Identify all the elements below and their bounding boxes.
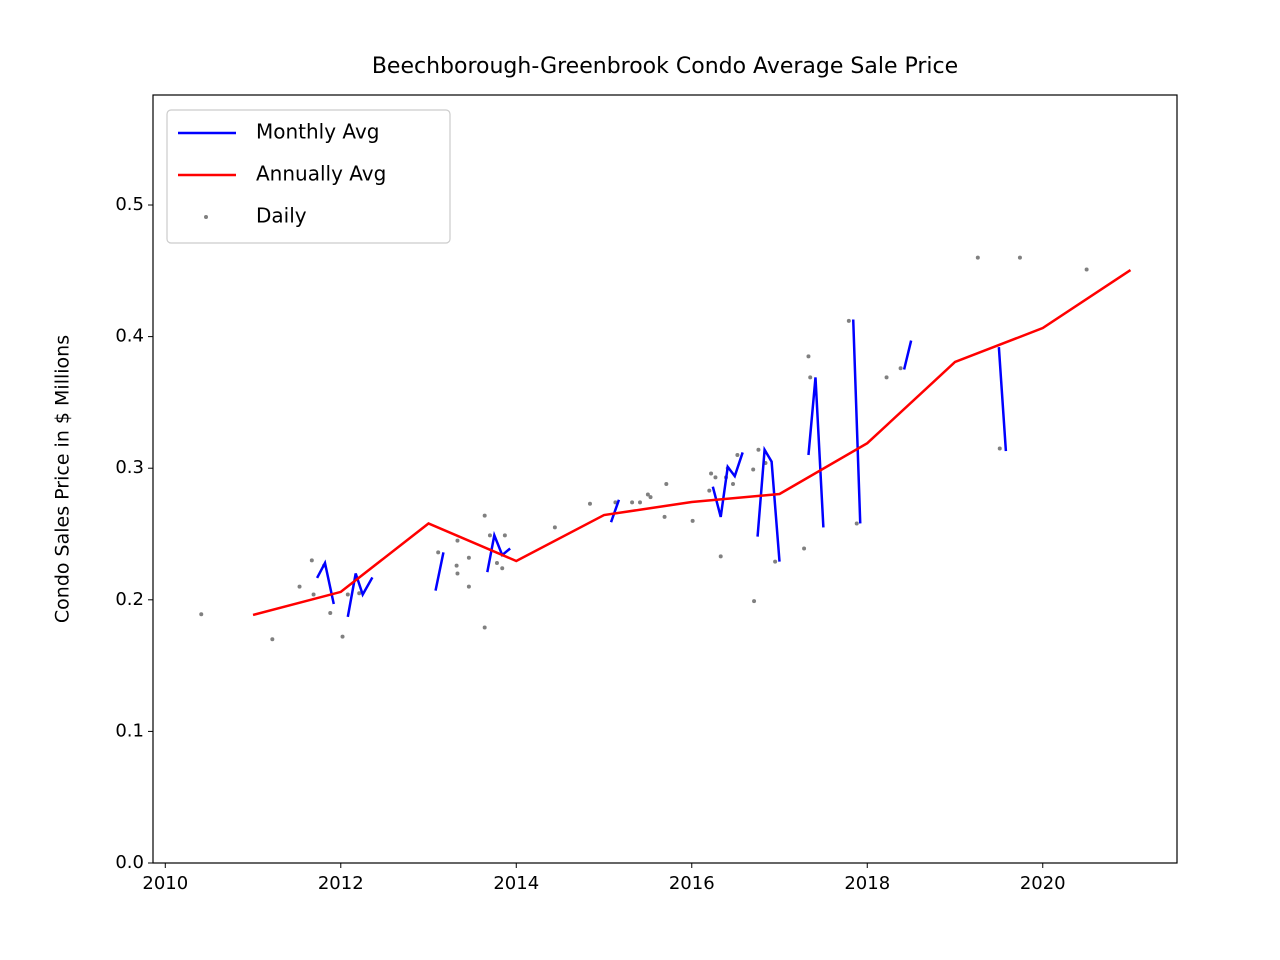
legend: Monthly Avg Annually Avg Daily [166,109,451,244]
daily-point [884,375,889,380]
daily-point [707,488,712,493]
daily-point [718,554,723,559]
daily-point [713,475,718,480]
daily-point [690,518,695,523]
y-axis-label: Condo Sales Price in $ Millions [52,335,74,623]
daily-point [455,571,460,576]
daily-point [975,255,980,260]
daily-point [345,592,350,597]
legend-label: Annually Avg [256,162,386,186]
daily-point [500,566,505,571]
daily-point [466,555,471,560]
daily-point [552,525,557,530]
daily-point [735,453,740,458]
x-tick-label: 2010 [142,873,188,894]
daily-point [455,538,460,543]
y-tick-label: 0.2 [115,589,144,610]
daily-point [648,495,653,500]
legend-label: Daily [256,204,307,228]
daily-point [357,591,362,596]
chart-title: Beechborough-Greenbrook Condo Average Sa… [372,54,958,79]
daily-point [1084,267,1089,272]
daily-point [756,447,761,452]
daily-point [309,558,314,563]
daily-point [709,471,714,476]
plot-frame [152,94,1178,864]
y-tick-label: 0.5 [115,194,144,215]
daily-point [802,546,807,551]
daily-point [482,625,487,630]
x-tick-label: 2012 [318,873,364,894]
daily-point [199,612,204,617]
daily-point [854,521,859,526]
daily-point [487,533,492,538]
daily-point [637,500,642,505]
daily-point [270,637,275,642]
daily-point [482,513,487,518]
daily-point [311,592,316,597]
daily-point [466,584,471,589]
daily-point [645,492,650,497]
daily-point [662,514,667,519]
series-line [315,319,1008,618]
daily-point [773,559,778,564]
legend-marker [204,215,208,219]
legend-label: Monthly Avg [256,120,379,144]
daily-point [808,375,813,380]
daily-point [1017,255,1022,260]
daily-point [806,354,811,359]
daily-point [297,584,302,589]
daily-point [328,610,333,615]
y-tick-label: 0.3 [115,457,144,478]
legend-box [166,109,451,244]
y-tick-label: 0.1 [115,720,144,741]
daily-point [664,482,669,487]
x-tick-label: 2016 [669,873,715,894]
daily-point [502,533,507,538]
daily-point [340,634,345,639]
y-tick-label: 0.0 [115,852,144,873]
daily-point [898,366,903,371]
daily-point [752,599,757,604]
daily-point [454,563,459,568]
y-tick-label: 0.4 [115,326,144,347]
daily-point [494,560,499,565]
daily-point [436,550,441,555]
daily-point [630,500,635,505]
x-tick-label: 2014 [493,873,539,894]
series-line [252,268,1132,617]
x-tick-label: 2018 [844,873,890,894]
daily-point [731,482,736,487]
x-tick-label: 2020 [1020,873,1066,894]
daily-point [587,501,592,506]
daily-point [751,467,756,472]
daily-point [846,318,851,323]
daily-point [997,446,1002,451]
